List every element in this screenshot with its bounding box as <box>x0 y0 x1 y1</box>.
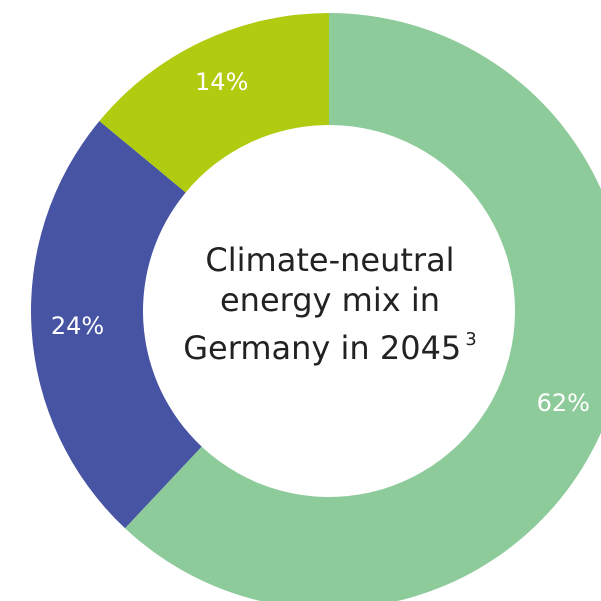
donut-slice-24 <box>30 121 202 529</box>
donut-slice-62 <box>125 13 601 601</box>
center-title-line-3: Germany in 2045 3 <box>150 320 510 368</box>
slice-label-62: 62% <box>537 389 590 417</box>
center-title-line-2: energy mix in <box>219 281 440 319</box>
slice-label-14: 14% <box>195 68 248 96</box>
center-title-year-text: Germany in 2045 <box>183 329 462 367</box>
chart-center-title: Climate-neutral energy mix in Germany in… <box>150 240 510 368</box>
footnote-marker: 3 <box>465 329 477 350</box>
center-title-line-1: Climate-neutral <box>205 241 455 279</box>
slice-label-24: 24% <box>51 312 104 340</box>
donut-slice-14 <box>99 13 329 193</box>
